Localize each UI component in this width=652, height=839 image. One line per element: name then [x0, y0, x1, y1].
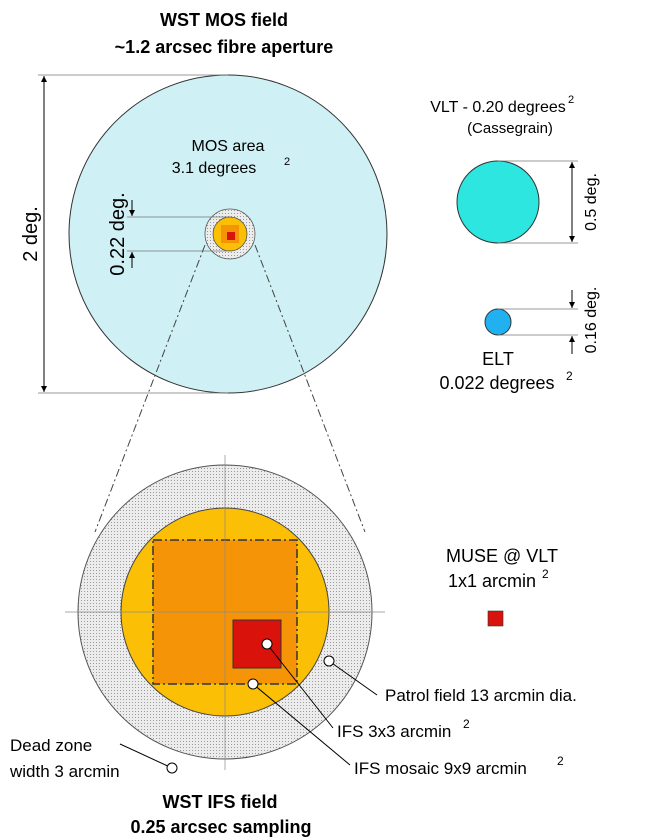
dead-zone-leader-dot [166, 762, 178, 774]
dead-zone-callout-line1: Dead zone [10, 736, 92, 755]
ifs-leader-line [266, 643, 334, 729]
patrol-leader-dot [323, 655, 335, 667]
patrol-leader-line [328, 660, 378, 696]
top-title-line2: ~1.2 arcsec fibre aperture [115, 37, 334, 57]
muse-square [487, 610, 504, 627]
ifs-callout-sup: 2 [463, 717, 470, 731]
mosaic-callout-sup: 2 [557, 754, 564, 768]
mosaic-leader-dot [247, 678, 259, 690]
vlt-size-label: 0.5 deg. [583, 173, 600, 231]
mos-area-label: MOS area [192, 138, 265, 155]
elt-circle [484, 308, 512, 336]
mos-inset-ifs [227, 232, 235, 240]
zoom-line-right [254, 244, 366, 533]
muse-size-sup: 2 [542, 567, 549, 581]
dead-zone-callout-line2: width 3 arcmin [9, 762, 120, 781]
vlt-label-sup: 2 [568, 94, 574, 106]
mos-area-sup: 2 [284, 156, 290, 168]
vlt-label: VLT - 0.20 degrees [430, 99, 566, 116]
elt-label: ELT [482, 349, 514, 369]
elt-value: 0.022 degrees [439, 373, 554, 393]
muse-size: 1x1 arcmin [448, 571, 536, 591]
mos-area-value: 3.1 degrees [172, 160, 257, 177]
zoom-line-left [94, 244, 206, 533]
ifs-callout: IFS 3x3 arcmin [337, 722, 451, 741]
mosaic-leader-line [252, 683, 351, 766]
patrol-callout: Patrol field 13 arcmin dia. [385, 686, 577, 705]
mos-diameter-label: 2 deg. [20, 206, 42, 262]
ifs-square [232, 619, 282, 669]
bottom-title-line1: WST IFS field [163, 792, 278, 812]
inset-size-label: 0.22 deg. [107, 192, 129, 275]
vlt-circle [456, 160, 540, 244]
mosaic-callout: IFS mosaic 9x9 arcmin [354, 759, 527, 778]
ifs-leader-dot [261, 638, 273, 650]
elt-size-label: 0.16 deg. [583, 287, 600, 354]
elt-value-sup: 2 [566, 369, 573, 383]
vlt-sublabel: (Cassegrain) [467, 120, 553, 137]
dead-zone-leader-line [119, 743, 173, 769]
bottom-title-line2: 0.25 arcsec sampling [130, 817, 311, 837]
muse-label: MUSE @ VLT [446, 546, 558, 566]
top-title-line1: WST MOS field [160, 10, 288, 30]
